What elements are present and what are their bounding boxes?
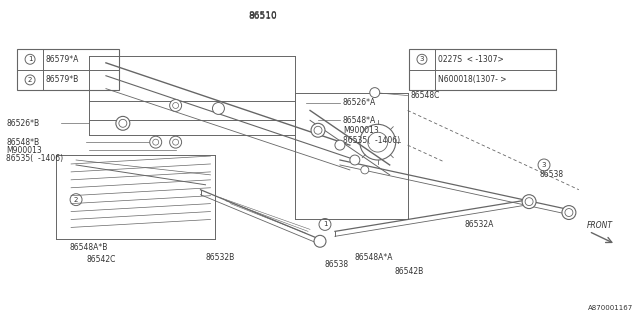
Text: 0227S  < -1307>: 0227S < -1307> — [438, 55, 504, 64]
Circle shape — [522, 195, 536, 209]
Text: 2: 2 — [74, 197, 78, 203]
Text: M900013: M900013 — [343, 126, 379, 135]
Text: N600018(1307- >: N600018(1307- > — [438, 76, 506, 84]
Circle shape — [311, 123, 325, 137]
Circle shape — [361, 166, 369, 174]
Text: 1: 1 — [28, 56, 32, 62]
Circle shape — [370, 88, 380, 98]
Text: A870001167: A870001167 — [588, 305, 634, 311]
Text: 1: 1 — [323, 221, 327, 228]
Text: 86542B: 86542B — [395, 267, 424, 276]
Bar — [409, 49, 556, 90]
Text: 3: 3 — [420, 56, 424, 62]
Text: 86535(  -1406): 86535( -1406) — [6, 154, 63, 163]
Circle shape — [335, 140, 345, 150]
Circle shape — [350, 155, 360, 165]
Text: 86548C: 86548C — [411, 91, 440, 100]
Text: M900013: M900013 — [6, 146, 42, 155]
Circle shape — [170, 100, 182, 111]
Text: 86526*B: 86526*B — [6, 119, 40, 128]
Circle shape — [116, 116, 130, 130]
Text: 86548*B: 86548*B — [6, 138, 40, 147]
Text: 86538: 86538 — [325, 260, 349, 268]
Circle shape — [314, 235, 326, 247]
Text: 86548A*A: 86548A*A — [355, 253, 394, 262]
Circle shape — [150, 136, 162, 148]
Circle shape — [562, 206, 576, 220]
Bar — [17, 49, 119, 90]
Text: 2: 2 — [28, 77, 32, 83]
Text: 86510: 86510 — [248, 11, 277, 20]
Text: 86535(  -1406): 86535( -1406) — [343, 136, 400, 145]
Text: 86532B: 86532B — [205, 253, 235, 262]
Text: 86548*A: 86548*A — [343, 116, 376, 125]
Text: 86510: 86510 — [248, 12, 277, 21]
Text: 86532A: 86532A — [465, 220, 493, 229]
Text: 86542C: 86542C — [86, 255, 115, 264]
Text: 86526*A: 86526*A — [343, 98, 376, 107]
Text: 86579*B: 86579*B — [46, 76, 79, 84]
Text: FRONT: FRONT — [587, 221, 613, 230]
Circle shape — [170, 136, 182, 148]
Circle shape — [212, 102, 225, 114]
Text: 3: 3 — [542, 162, 547, 168]
Text: 86548A*B: 86548A*B — [69, 243, 108, 252]
Text: 86579*A: 86579*A — [46, 55, 79, 64]
Text: 86538: 86538 — [539, 170, 563, 180]
